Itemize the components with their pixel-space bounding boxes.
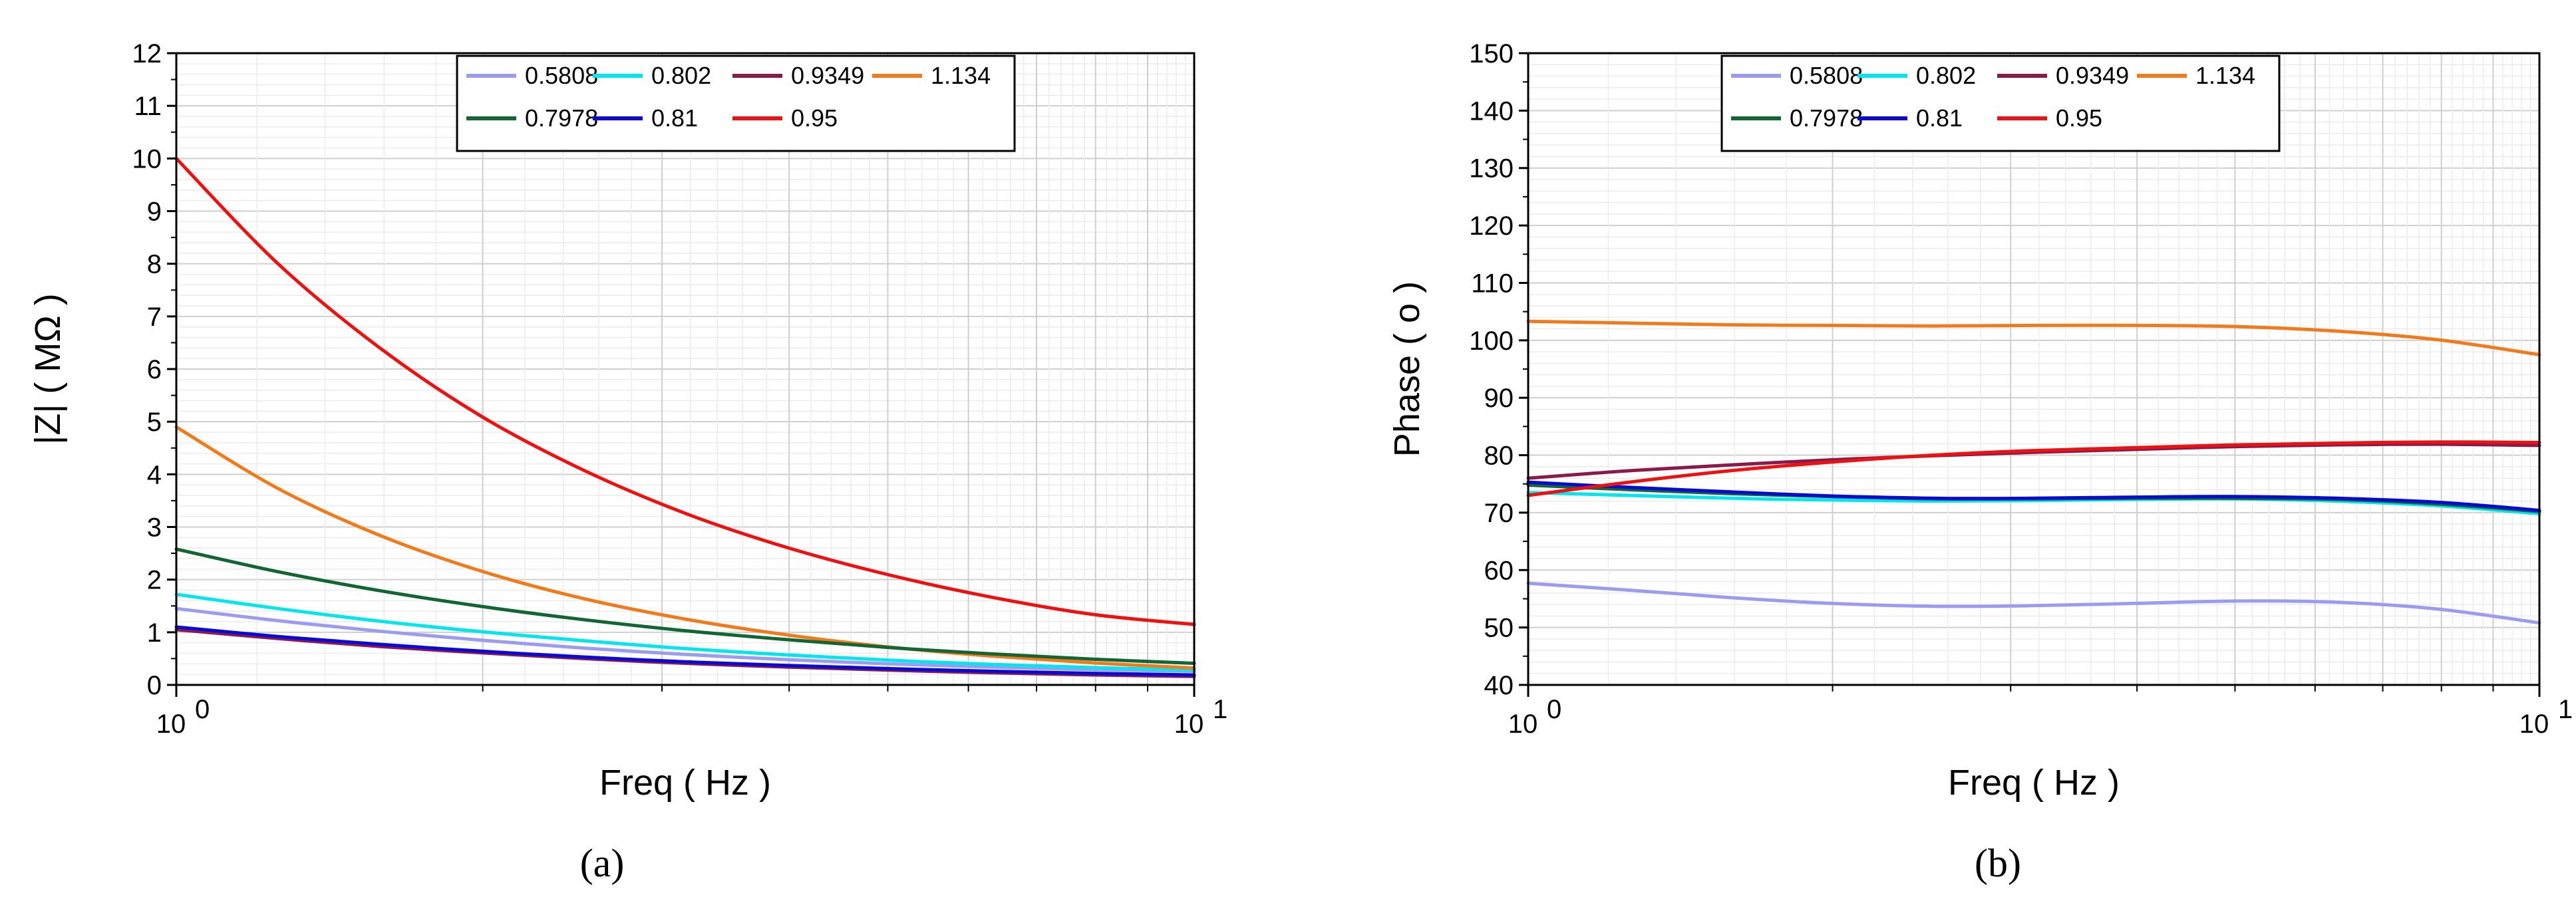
series-line-0.81 <box>1526 480 2541 512</box>
x-tick-label: 10 <box>1508 710 1538 739</box>
y-tick-label: 9 <box>147 197 162 227</box>
series-line-0.5808 <box>174 606 1196 673</box>
legend-entry: 0.7978 <box>1790 104 1863 132</box>
y-tick-label: 12 <box>132 39 162 68</box>
y-tick-label: 11 <box>134 92 162 121</box>
series-group <box>1526 319 2541 625</box>
x-tick-label: 10 <box>156 710 186 739</box>
series-line-0.95 <box>174 156 1196 626</box>
legend-entry: 0.7978 <box>525 104 598 132</box>
x-tick-exponent: 0 <box>1547 695 1561 724</box>
y-tick-label: 90 <box>1484 384 1514 413</box>
legend-entry: 0.95 <box>2056 104 2102 132</box>
y-tick-label: 60 <box>1484 556 1514 585</box>
y-tick-label: 0 <box>147 671 162 700</box>
legend-entry: 0.5808 <box>1790 62 1863 89</box>
legend-box <box>456 55 1016 152</box>
legend: 0.5808 0.802 0.9349 1.134 0.7978 0.81 0.95 <box>456 55 1016 152</box>
x-tick-label: 10 <box>2519 710 2549 739</box>
series-line-0.9349 <box>1526 442 2541 480</box>
legend-entry: 1.134 <box>2195 62 2255 89</box>
legend-entry: 0.802 <box>651 62 711 89</box>
y-axis-label: |Z| ( MΩ ) <box>28 293 68 444</box>
y-tick-label: 100 <box>1469 326 1514 356</box>
x-axis-label: Freq ( Hz ) <box>599 763 771 803</box>
x-tick-exponent: 1 <box>2558 695 2573 724</box>
y-tick-label: 5 <box>147 408 162 437</box>
series-line-1.134 <box>174 425 1196 670</box>
legend-entry: 0.81 <box>651 104 698 132</box>
series-line-0.81 <box>174 625 1196 677</box>
y-tick-label: 8 <box>147 250 162 279</box>
y-tick-label: 40 <box>1484 671 1514 700</box>
x-tick-label: 10 <box>1174 710 1204 739</box>
series-group <box>174 156 1196 678</box>
series-line-0.95 <box>1526 440 2541 497</box>
series-line-0.802 <box>1526 491 2541 516</box>
series-line-0.7978 <box>174 547 1196 665</box>
y-axis-label: Phase ( o ) <box>1387 281 1427 457</box>
y-tick-label: 140 <box>1469 96 1514 126</box>
series-line-0.802 <box>174 592 1196 672</box>
y-tick-label: 120 <box>1469 211 1514 241</box>
legend-entry: 1.134 <box>931 62 991 89</box>
y-tick-label: 150 <box>1469 39 1514 68</box>
x-tick-exponent: 1 <box>1213 695 1227 724</box>
y-tick-label: 10 <box>132 144 162 174</box>
panel-label: (a) <box>580 841 625 885</box>
legend: 0.5808 0.802 0.9349 1.134 0.7978 0.81 0.95 <box>1720 55 2281 152</box>
legend-entry: 0.81 <box>1916 104 1963 132</box>
y-tick-label: 7 <box>147 303 162 332</box>
y-tick-label: 80 <box>1484 442 1514 471</box>
series-line-0.5808 <box>1526 581 2541 625</box>
y-tick-label: 130 <box>1469 154 1514 184</box>
legend-entry: 0.5808 <box>525 62 598 89</box>
legend-entry: 0.9349 <box>791 62 864 89</box>
y-tick-label: 6 <box>147 355 162 384</box>
y-tick-label: 110 <box>1471 269 1514 298</box>
grid-lines <box>176 53 1195 686</box>
y-tick-label: 1 <box>147 618 162 648</box>
series-line-1.134 <box>1526 319 2541 356</box>
x-axis-label: Freq ( Hz ) <box>1948 763 2120 803</box>
y-tick-label: 70 <box>1484 499 1514 528</box>
plot-area <box>1528 53 2539 685</box>
legend-entry: 0.95 <box>791 104 838 132</box>
y-tick-label: 3 <box>147 513 162 543</box>
y-tick-label: 2 <box>147 566 162 595</box>
y-tick-label: 4 <box>147 460 162 489</box>
x-tick-exponent: 0 <box>195 695 210 724</box>
legend-entry: 0.802 <box>1916 62 1976 89</box>
legend-box <box>1720 55 2281 152</box>
panel-label: (b) <box>1975 841 2021 885</box>
y-tick-label: 50 <box>1484 614 1514 643</box>
legend-entry: 0.9349 <box>2056 62 2129 89</box>
